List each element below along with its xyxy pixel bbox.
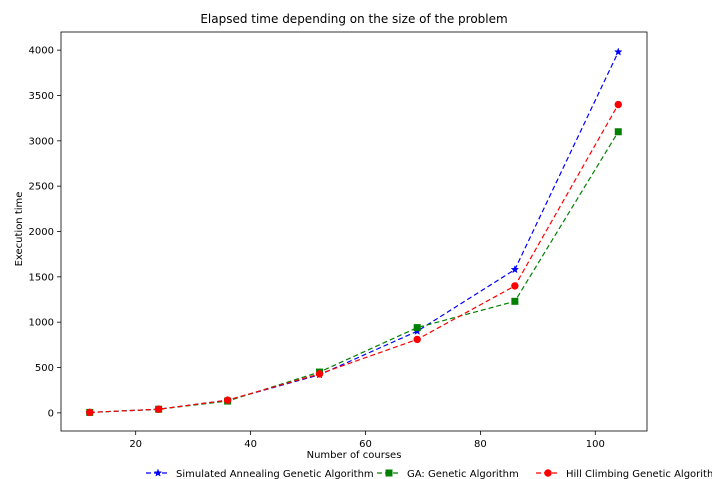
series-line xyxy=(89,131,619,414)
data-point xyxy=(413,335,421,344)
data-point xyxy=(413,324,421,332)
series-line xyxy=(89,104,619,414)
legend-label: GA: Genetic Algorithm xyxy=(407,469,519,479)
x-tick-label: 60 xyxy=(359,439,372,450)
y-tick-label: 4000 xyxy=(29,46,54,57)
data-point xyxy=(614,128,622,136)
y-tick-label: 2500 xyxy=(29,182,54,193)
data-point xyxy=(86,408,94,417)
x-tick-label: 40 xyxy=(244,439,257,450)
legend-marker xyxy=(385,469,393,477)
legend-label: Simulated Annealing Genetic Algorithm xyxy=(176,469,374,479)
y-tick-label: 500 xyxy=(35,363,54,374)
x-tick-label: 20 xyxy=(129,439,142,450)
y-tick-label: 0 xyxy=(48,408,54,419)
legend-label: Hill Climbing Genetic Algorithm xyxy=(566,469,712,479)
y-tick-label: 2000 xyxy=(29,227,54,238)
x-axis-label: Number of courses xyxy=(307,450,402,461)
legend-marker xyxy=(544,469,552,477)
series-line xyxy=(89,51,619,414)
y-tick-label: 1500 xyxy=(29,272,54,283)
legend-marker xyxy=(153,468,163,477)
y-tick-label: 3500 xyxy=(29,91,54,102)
plot-area: 20 40 60 80 10005001000150020002500300035004… xyxy=(29,31,648,450)
data-point xyxy=(223,396,232,404)
legend: Simulated Annealing Genetic Algorithm GA:… xyxy=(146,468,712,479)
data-point xyxy=(510,265,520,274)
plot-frame xyxy=(60,31,648,432)
data-point xyxy=(154,405,163,413)
data-point xyxy=(511,297,519,305)
y-tick-label: 1000 xyxy=(29,318,54,329)
data-point xyxy=(511,282,519,290)
chart-title: Elapsed time depending on the size of th… xyxy=(200,12,507,26)
x-tick-label: 100 xyxy=(586,439,605,450)
x-tick-label: 80 xyxy=(474,439,487,450)
y-tick-label: 3000 xyxy=(29,136,54,147)
y-axis-label: Execution time xyxy=(14,192,25,267)
data-point xyxy=(614,100,622,109)
data-point xyxy=(315,370,324,378)
data-point xyxy=(613,47,623,56)
